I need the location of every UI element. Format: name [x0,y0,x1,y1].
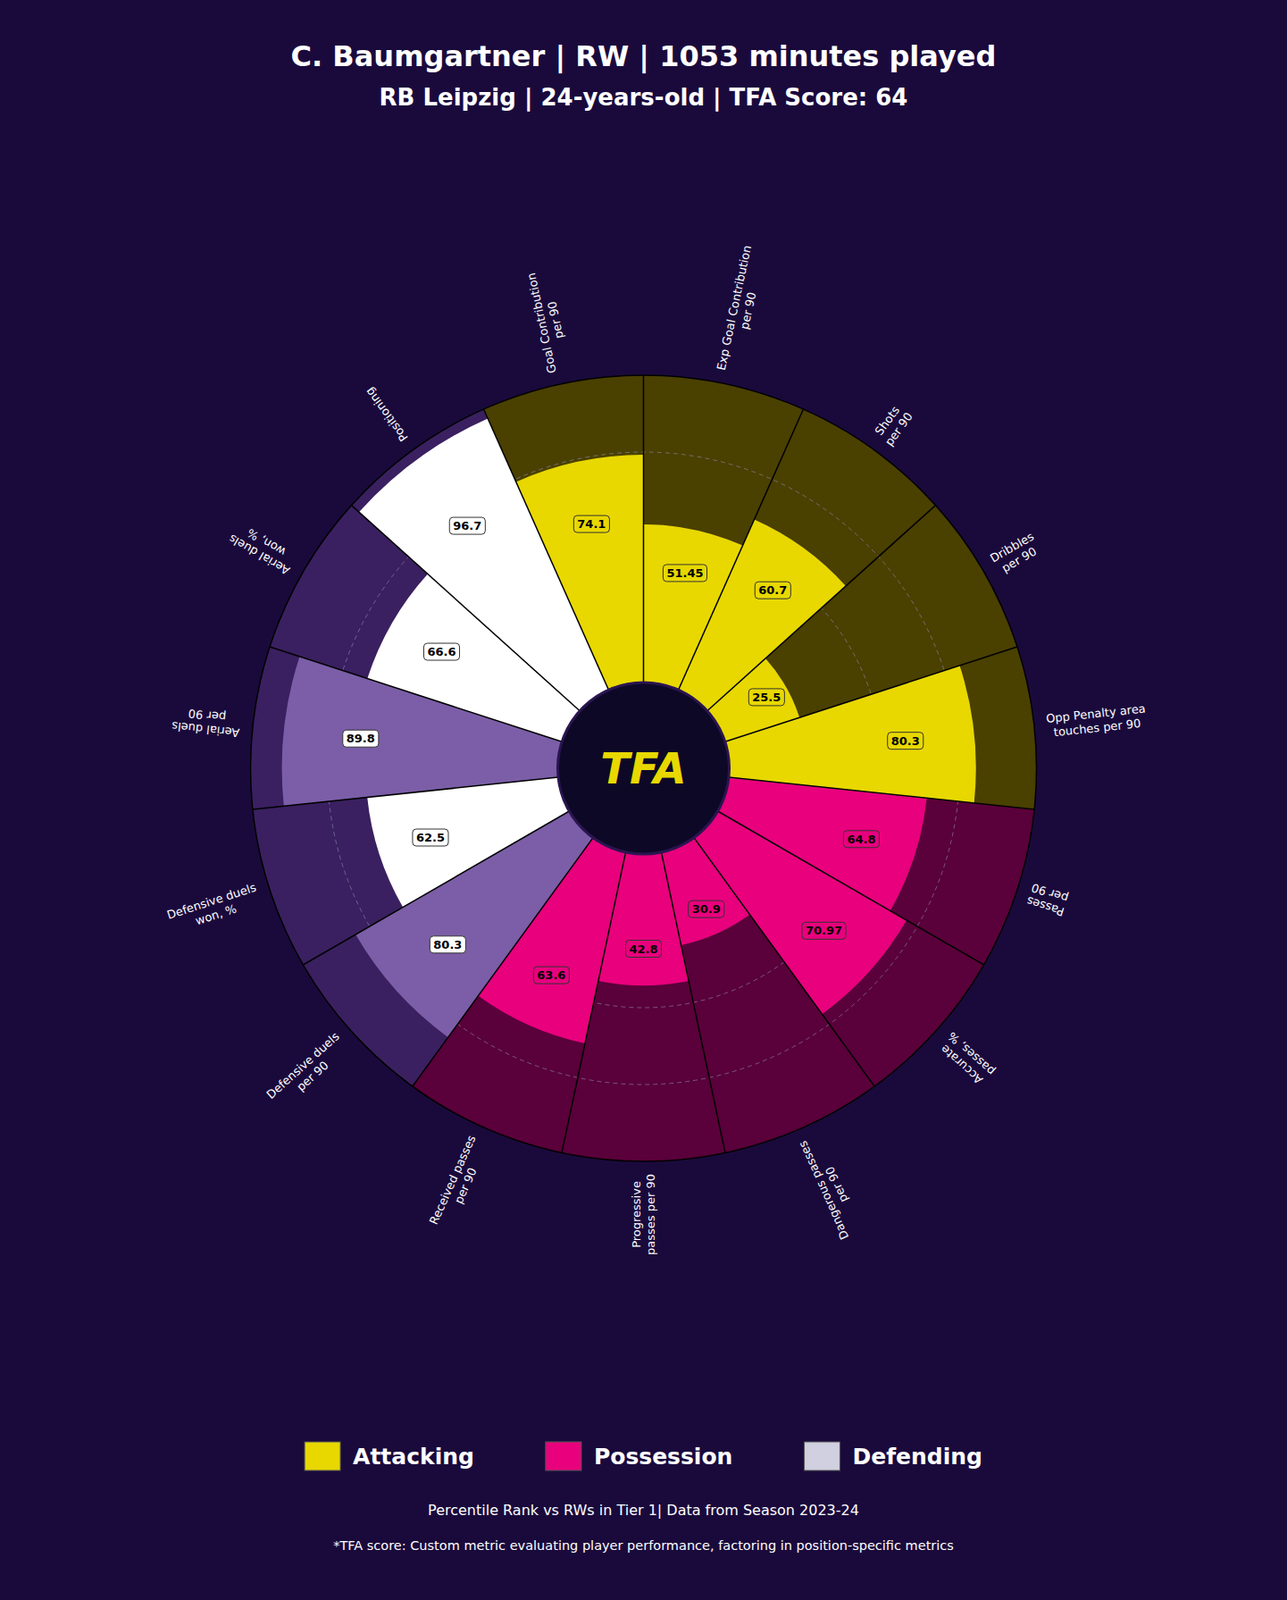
data-label-text: 63.6 [536,968,566,982]
subtitle: RB Leipzig | 24-years-old | TFA Score: 6… [379,83,909,112]
divider [678,409,804,690]
data-label-text: 74.1 [576,517,606,531]
category-label: Goal Contributionper 90 [524,268,573,375]
data-label: 60.7 [754,581,791,599]
category-label: Passesper 90 [1024,879,1070,919]
category-label: Defensive duelsper 90 [264,1028,352,1112]
category-label: Progressivepasses per 90 [629,1173,658,1255]
divider [302,810,569,965]
divider [643,375,645,683]
data-label: 62.5 [412,828,449,846]
data-label-text: 89.8 [346,731,376,745]
data-label-box [754,581,791,599]
legend-label: Possession [593,1443,734,1470]
divider [660,852,726,1153]
data-label: 25.5 [748,688,785,706]
legend-label: Defending [852,1443,983,1470]
data-label-text: 62.5 [416,830,445,845]
data-label-box [748,688,785,706]
plot-area [250,375,1037,1162]
data-label-box [573,515,610,533]
data-label: 63.6 [533,966,569,984]
center-label: TFA [600,743,687,794]
divider [252,777,559,810]
category-label: Exp Goal Contributionper 90 [714,243,769,375]
divider [693,837,875,1087]
category-label: Dribblesper 90 [987,529,1044,578]
category-label: Shotsper 90 [870,401,916,448]
divider [728,777,1035,810]
data-label-box [688,900,725,918]
data-label: 30.9 [688,900,725,918]
bar [367,777,569,907]
data-label: 51.45 [662,564,707,582]
divider [707,505,936,711]
inner-ring [558,682,730,854]
legend-label: Attacking [352,1443,475,1470]
legend-swatch [803,1441,840,1471]
divider [718,810,985,965]
divider [412,837,594,1087]
data-label-text: 80.3 [891,734,920,748]
data-label-box [625,940,661,958]
data-label-box [662,564,707,582]
title: C. Baumgartner | RW | 1053 minutes playe… [291,39,997,75]
data-label-text: 60.7 [758,583,787,597]
data-label-text: 64.8 [846,832,876,846]
background [0,0,1287,1600]
data-label-box [429,936,466,953]
data-label-text: 25.5 [752,690,781,704]
category-label: Received passesper 90 [426,1132,492,1232]
category-label: Dangerous passesper 90 [795,1132,865,1242]
divider [725,646,1018,742]
category-label: Positioning [362,384,411,444]
chart: C. Baumgartner | RW | 1053 minutes playe… [0,0,1287,1600]
divider [269,646,562,742]
data-label: 70.97 [802,921,846,939]
divider [351,505,581,711]
data-label-text: 70.97 [805,923,843,937]
data-label: 66.6 [423,643,460,661]
data-label-text: 51.45 [666,566,703,580]
divider [561,852,627,1153]
footnote: *TFA score: Custom metric evaluating pla… [333,1537,954,1553]
data-label-box [449,517,485,535]
data-label: 74.1 [573,515,610,533]
data-label-box [423,643,460,661]
data-label: 96.7 [449,517,485,535]
data-label: 89.8 [342,729,379,747]
footnote: Percentile Rank vs RWs in Tier 1| Data f… [427,1501,860,1519]
category-label: Aerial duelswon, % [225,518,300,577]
data-label-box [802,921,846,939]
divider [484,409,610,690]
data-label-text: 42.8 [628,942,658,956]
data-label: 42.8 [625,940,661,958]
category-label: Accuratepasses, % [936,1028,998,1089]
data-label: 64.8 [843,830,879,848]
category-label: Opp Penalty areatouches per 90 [1044,701,1148,740]
data-label-text: 66.6 [426,644,456,659]
data-label-text: 80.3 [433,937,462,952]
data-label-box [533,966,569,984]
data-label-text: 30.9 [692,902,721,916]
data-label-box [843,830,879,848]
data-label-box [342,729,379,747]
data-label: 80.3 [887,732,924,750]
data-label-box [887,732,924,750]
data-label: 80.3 [429,936,466,953]
category-label: Aerial duelsper 90 [170,704,242,740]
legend-swatch [545,1441,582,1471]
data-label-text: 96.7 [452,518,482,533]
legend: Attacking Possession Defending [304,1441,983,1471]
legend-swatch [304,1441,341,1471]
category-label: Defensive duelswon, % [165,879,263,936]
data-label-box [412,828,449,846]
outer-ring [250,375,1037,1162]
